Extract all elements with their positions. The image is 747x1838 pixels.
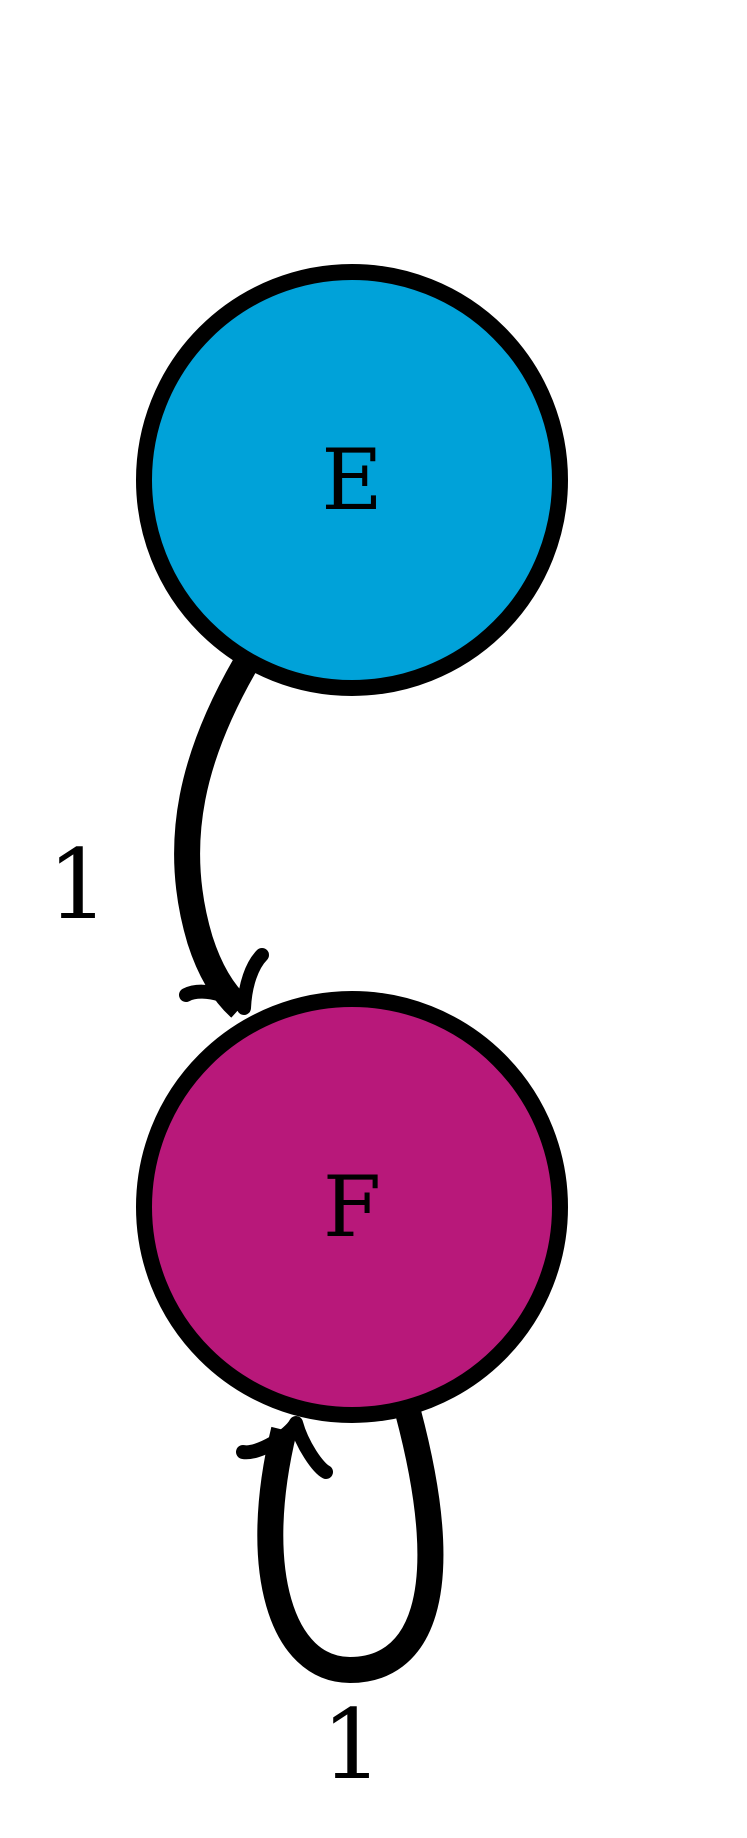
edge-f-self-loop-line [257, 1408, 444, 1684]
node-e: E [136, 264, 568, 696]
node-f-label: F [323, 1158, 381, 1256]
node-f: F [136, 991, 568, 1423]
edge-f-self-loop: 1 [236, 1408, 444, 1801]
edge-e-to-f-line [174, 658, 257, 1018]
node-f-circle [136, 991, 568, 1423]
edge-e-to-f-label: 1 [47, 829, 108, 941]
node-e-label: E [321, 431, 382, 529]
edge-e-to-f: 1 [47, 658, 269, 1018]
edge-e-to-f-arrowhead [179, 948, 269, 1015]
node-e-circle [136, 264, 568, 696]
edge-f-self-loop-label: 1 [321, 1689, 382, 1801]
edge-f-self-loop-arrowhead [236, 1416, 333, 1479]
